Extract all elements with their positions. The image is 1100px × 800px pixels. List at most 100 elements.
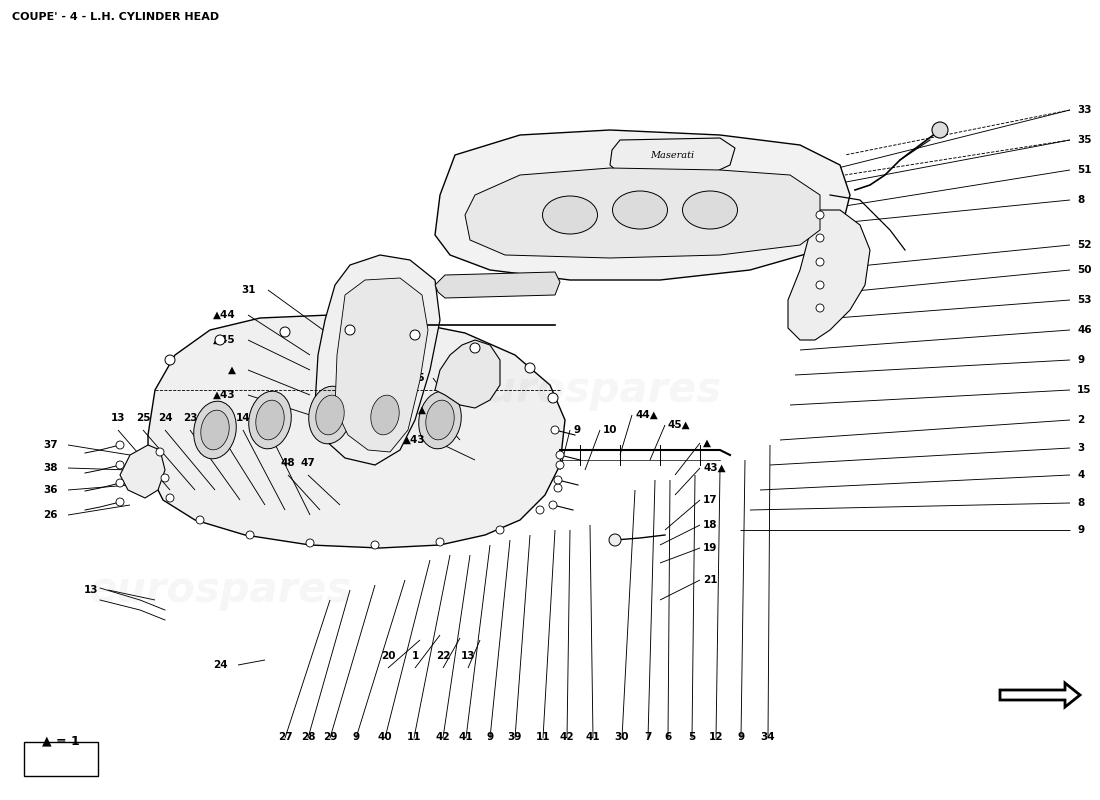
Text: 4: 4 [1077, 470, 1085, 480]
FancyBboxPatch shape [24, 742, 98, 776]
Ellipse shape [194, 402, 236, 458]
Text: 33: 33 [1077, 105, 1091, 115]
Circle shape [436, 538, 444, 546]
Circle shape [609, 534, 622, 546]
Text: 13: 13 [84, 585, 98, 595]
Text: 42: 42 [436, 732, 450, 742]
Circle shape [116, 479, 124, 487]
Text: 40: 40 [377, 732, 393, 742]
Text: 51: 51 [1077, 165, 1091, 175]
Text: 22: 22 [436, 651, 450, 661]
Text: 12: 12 [708, 732, 724, 742]
Text: 9: 9 [1077, 525, 1085, 535]
Text: ▲: ▲ [228, 365, 236, 375]
Text: ▲45: ▲45 [213, 335, 236, 345]
Polygon shape [788, 210, 870, 340]
Circle shape [371, 541, 380, 549]
Text: eurospares: eurospares [459, 369, 722, 411]
Text: 10: 10 [603, 425, 617, 435]
Text: 24: 24 [157, 413, 173, 423]
Polygon shape [434, 130, 850, 280]
Text: 5: 5 [689, 732, 695, 742]
Text: 35: 35 [1077, 135, 1091, 145]
Polygon shape [148, 315, 565, 548]
Text: 48: 48 [280, 458, 295, 468]
Text: 19: 19 [703, 543, 717, 553]
Text: 28: 28 [300, 732, 316, 742]
Circle shape [816, 304, 824, 312]
Text: 2: 2 [1077, 415, 1085, 425]
Text: ▲45: ▲45 [404, 373, 426, 383]
Text: 9: 9 [486, 732, 494, 742]
Text: 44▲: 44▲ [635, 410, 658, 420]
Text: 53: 53 [1077, 295, 1091, 305]
Text: 20: 20 [381, 651, 395, 661]
Circle shape [551, 426, 559, 434]
Text: 9: 9 [352, 732, 360, 742]
Circle shape [536, 506, 544, 514]
Circle shape [410, 330, 420, 340]
Text: 13: 13 [111, 413, 125, 423]
Text: 42: 42 [560, 732, 574, 742]
Text: 49: 49 [703, 185, 717, 195]
Text: 24: 24 [213, 660, 228, 670]
Circle shape [556, 461, 564, 469]
Text: ▲: ▲ [703, 438, 711, 448]
Circle shape [470, 343, 480, 353]
Text: eurospares: eurospares [88, 569, 352, 611]
Ellipse shape [249, 391, 292, 449]
Polygon shape [120, 445, 165, 498]
Circle shape [549, 501, 557, 509]
Text: 1: 1 [411, 651, 419, 661]
Ellipse shape [364, 386, 406, 444]
Text: Maserati: Maserati [650, 150, 694, 159]
Text: ▲44: ▲44 [213, 310, 236, 320]
Text: 36: 36 [44, 485, 58, 495]
Circle shape [306, 539, 313, 547]
Text: 9: 9 [573, 425, 580, 435]
Text: 16: 16 [261, 413, 275, 423]
Polygon shape [434, 340, 500, 408]
Circle shape [548, 393, 558, 403]
Text: 43▲: 43▲ [703, 463, 726, 473]
Circle shape [156, 448, 164, 456]
Text: 27: 27 [277, 732, 293, 742]
Circle shape [816, 281, 824, 289]
Text: 9: 9 [737, 732, 745, 742]
Text: 14: 14 [235, 413, 251, 423]
Text: ▲43: ▲43 [404, 435, 426, 445]
Text: 38: 38 [44, 463, 58, 473]
Circle shape [345, 325, 355, 335]
Text: COUPE' - 4 - L.H. CYLINDER HEAD: COUPE' - 4 - L.H. CYLINDER HEAD [12, 12, 219, 22]
Text: 46: 46 [1077, 325, 1091, 335]
Text: 41: 41 [459, 732, 473, 742]
Text: ▲ = 1: ▲ = 1 [42, 734, 80, 747]
Polygon shape [610, 138, 735, 174]
Text: ▲43: ▲43 [213, 390, 236, 400]
Circle shape [116, 441, 124, 449]
Text: 45▲: 45▲ [668, 420, 691, 430]
Text: 21: 21 [703, 575, 717, 585]
Text: ▲: ▲ [418, 405, 426, 415]
Circle shape [116, 461, 124, 469]
Circle shape [165, 355, 175, 365]
Text: 23: 23 [183, 413, 197, 423]
Ellipse shape [256, 400, 284, 440]
Ellipse shape [371, 395, 399, 435]
Ellipse shape [426, 400, 454, 440]
Text: 47: 47 [300, 458, 316, 468]
Text: 41: 41 [585, 732, 601, 742]
Text: 6: 6 [664, 732, 672, 742]
Text: 25: 25 [135, 413, 151, 423]
Text: 26: 26 [44, 510, 58, 520]
Polygon shape [336, 278, 428, 452]
Ellipse shape [309, 386, 351, 444]
Circle shape [556, 451, 564, 459]
Polygon shape [465, 168, 820, 258]
Text: 39: 39 [508, 732, 522, 742]
Circle shape [161, 474, 169, 482]
Text: 31: 31 [242, 285, 256, 295]
Text: 7: 7 [645, 732, 651, 742]
Circle shape [816, 234, 824, 242]
Circle shape [280, 327, 290, 337]
